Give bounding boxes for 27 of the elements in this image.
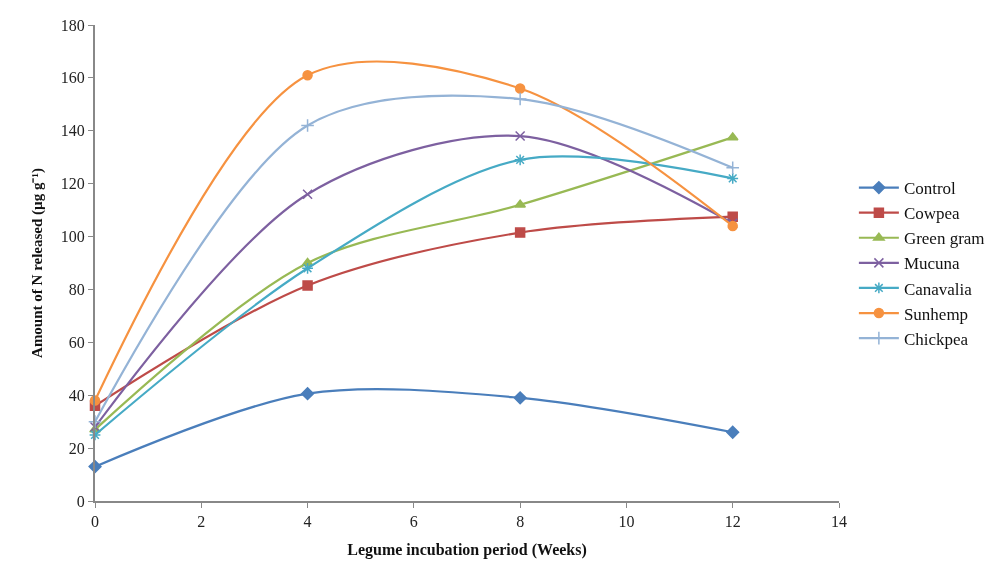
y-tick-label: 60 [68, 333, 85, 351]
x-tick-label: 10 [618, 513, 635, 531]
y-tick-label: 20 [68, 439, 85, 457]
y-tick-label: 120 [60, 175, 85, 193]
legend-label: Mucuna [903, 254, 961, 274]
y-tick-label: 140 [60, 122, 85, 140]
x-tick-label: 2 [197, 513, 206, 531]
y-tick-label: 180 [60, 16, 85, 34]
y-tick-label: 100 [60, 228, 85, 246]
y-tick-label: 40 [68, 386, 85, 404]
legend-label: Cowpea [903, 204, 961, 224]
legend-label: Sunhemp [903, 304, 969, 324]
legend-label: Chickpea [903, 329, 969, 349]
x-tick-label: 12 [724, 513, 741, 531]
y-tick-label: 0 [76, 492, 85, 510]
x-tick-label: 4 [303, 513, 312, 531]
y-tick-label: 80 [68, 281, 85, 299]
legend-label: Canavalia [903, 279, 973, 299]
legend-label: Green gram [903, 229, 985, 249]
legend-label: Control [903, 179, 957, 199]
x-tick-label: 14 [831, 513, 847, 531]
y-tick-label: 160 [60, 69, 85, 87]
y-axis-title: Amount of N released (µg g⁻¹) [28, 168, 46, 358]
x-tick-label: 8 [516, 513, 525, 531]
x-axis-title: Legume incubation period (Weeks) [347, 541, 587, 560]
x-tick-label: 6 [409, 513, 418, 531]
x-tick-label: 0 [91, 513, 99, 531]
